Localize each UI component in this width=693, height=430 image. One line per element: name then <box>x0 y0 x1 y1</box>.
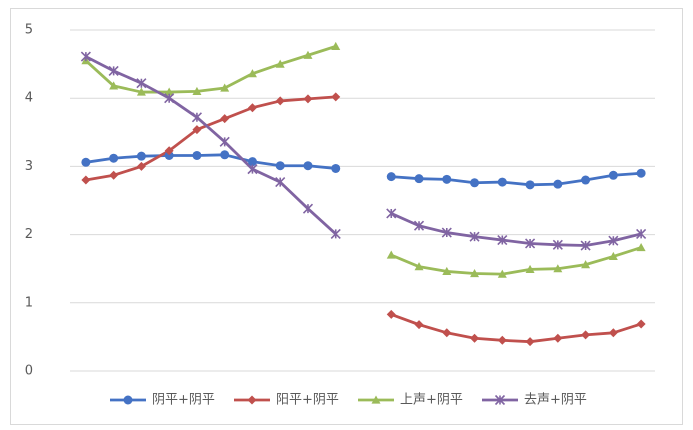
y-tick-label: 5 <box>25 23 33 38</box>
marker <box>553 264 563 273</box>
marker <box>414 262 424 271</box>
chart-frame <box>10 8 683 425</box>
y-tick-label: 4 <box>25 91 33 106</box>
marker <box>109 170 119 180</box>
marker <box>386 172 396 182</box>
marker <box>192 150 202 160</box>
y-tick-label: 0 <box>25 364 33 379</box>
marker <box>330 228 341 239</box>
marker <box>136 78 147 89</box>
marker <box>136 161 146 171</box>
marker <box>275 59 285 68</box>
marker <box>192 86 202 95</box>
series-line <box>85 55 642 247</box>
marker <box>636 168 646 178</box>
marker <box>581 330 591 340</box>
marker <box>580 240 591 251</box>
legend-label: 阴平+阴平 <box>152 393 215 408</box>
marker <box>108 65 119 76</box>
series-line <box>85 153 642 187</box>
marker <box>608 235 619 246</box>
marker <box>386 309 396 319</box>
marker <box>470 268 480 278</box>
marker <box>386 208 397 219</box>
marker <box>220 114 230 124</box>
marker <box>469 231 480 242</box>
marker <box>525 180 535 190</box>
marker <box>247 395 257 405</box>
marker <box>442 174 452 184</box>
legend-label: 阳平+阴平 <box>276 393 339 408</box>
marker <box>164 93 175 104</box>
marker <box>275 161 285 171</box>
marker <box>331 41 341 50</box>
marker <box>109 81 119 90</box>
marker <box>136 87 146 96</box>
marker <box>302 203 314 214</box>
marker <box>191 112 202 123</box>
marker <box>220 150 230 160</box>
marker <box>414 174 424 184</box>
marker <box>164 150 174 160</box>
marker <box>442 266 452 276</box>
marker <box>553 333 563 343</box>
legend-label: 上声+阴平 <box>400 393 463 408</box>
series-line <box>85 95 642 344</box>
marker <box>581 175 591 185</box>
marker <box>80 51 91 62</box>
marker <box>109 153 119 163</box>
marker <box>497 234 508 246</box>
marker <box>81 157 91 167</box>
marker <box>331 92 341 102</box>
marker <box>414 320 424 330</box>
marker <box>494 394 506 406</box>
marker <box>275 177 286 188</box>
marker <box>608 251 618 261</box>
marker <box>303 50 313 59</box>
marker <box>608 170 618 180</box>
legend-label: 去声+阴平 <box>524 393 587 408</box>
marker <box>442 328 452 338</box>
marker <box>164 87 174 96</box>
marker <box>247 157 257 167</box>
marker <box>331 163 341 173</box>
marker <box>470 333 480 343</box>
marker <box>123 395 133 405</box>
marker <box>608 328 618 338</box>
marker <box>441 227 452 238</box>
marker <box>525 238 536 249</box>
marker <box>636 243 646 252</box>
marker <box>220 83 230 92</box>
marker <box>303 94 313 104</box>
series-line <box>84 45 642 276</box>
marker <box>164 146 174 156</box>
marker <box>192 125 202 135</box>
marker <box>219 136 230 147</box>
marker <box>525 264 535 273</box>
y-tick-label: 2 <box>25 227 33 242</box>
marker <box>303 161 313 171</box>
marker <box>275 96 285 106</box>
marker <box>470 178 480 188</box>
marker <box>136 151 146 161</box>
marker <box>636 319 646 329</box>
marker <box>497 335 507 345</box>
marker <box>247 69 257 78</box>
y-tick-label: 3 <box>25 159 33 174</box>
marker <box>552 239 563 250</box>
marker <box>371 395 381 404</box>
marker <box>525 337 535 347</box>
marker <box>247 103 257 113</box>
marker <box>413 220 425 231</box>
y-tick-label: 1 <box>25 295 33 310</box>
marker <box>497 177 507 187</box>
marker <box>497 269 507 278</box>
marker <box>386 250 396 259</box>
marker <box>81 175 91 185</box>
marker <box>581 260 591 269</box>
marker <box>636 228 647 239</box>
marker <box>247 164 258 175</box>
marker <box>553 179 563 189</box>
